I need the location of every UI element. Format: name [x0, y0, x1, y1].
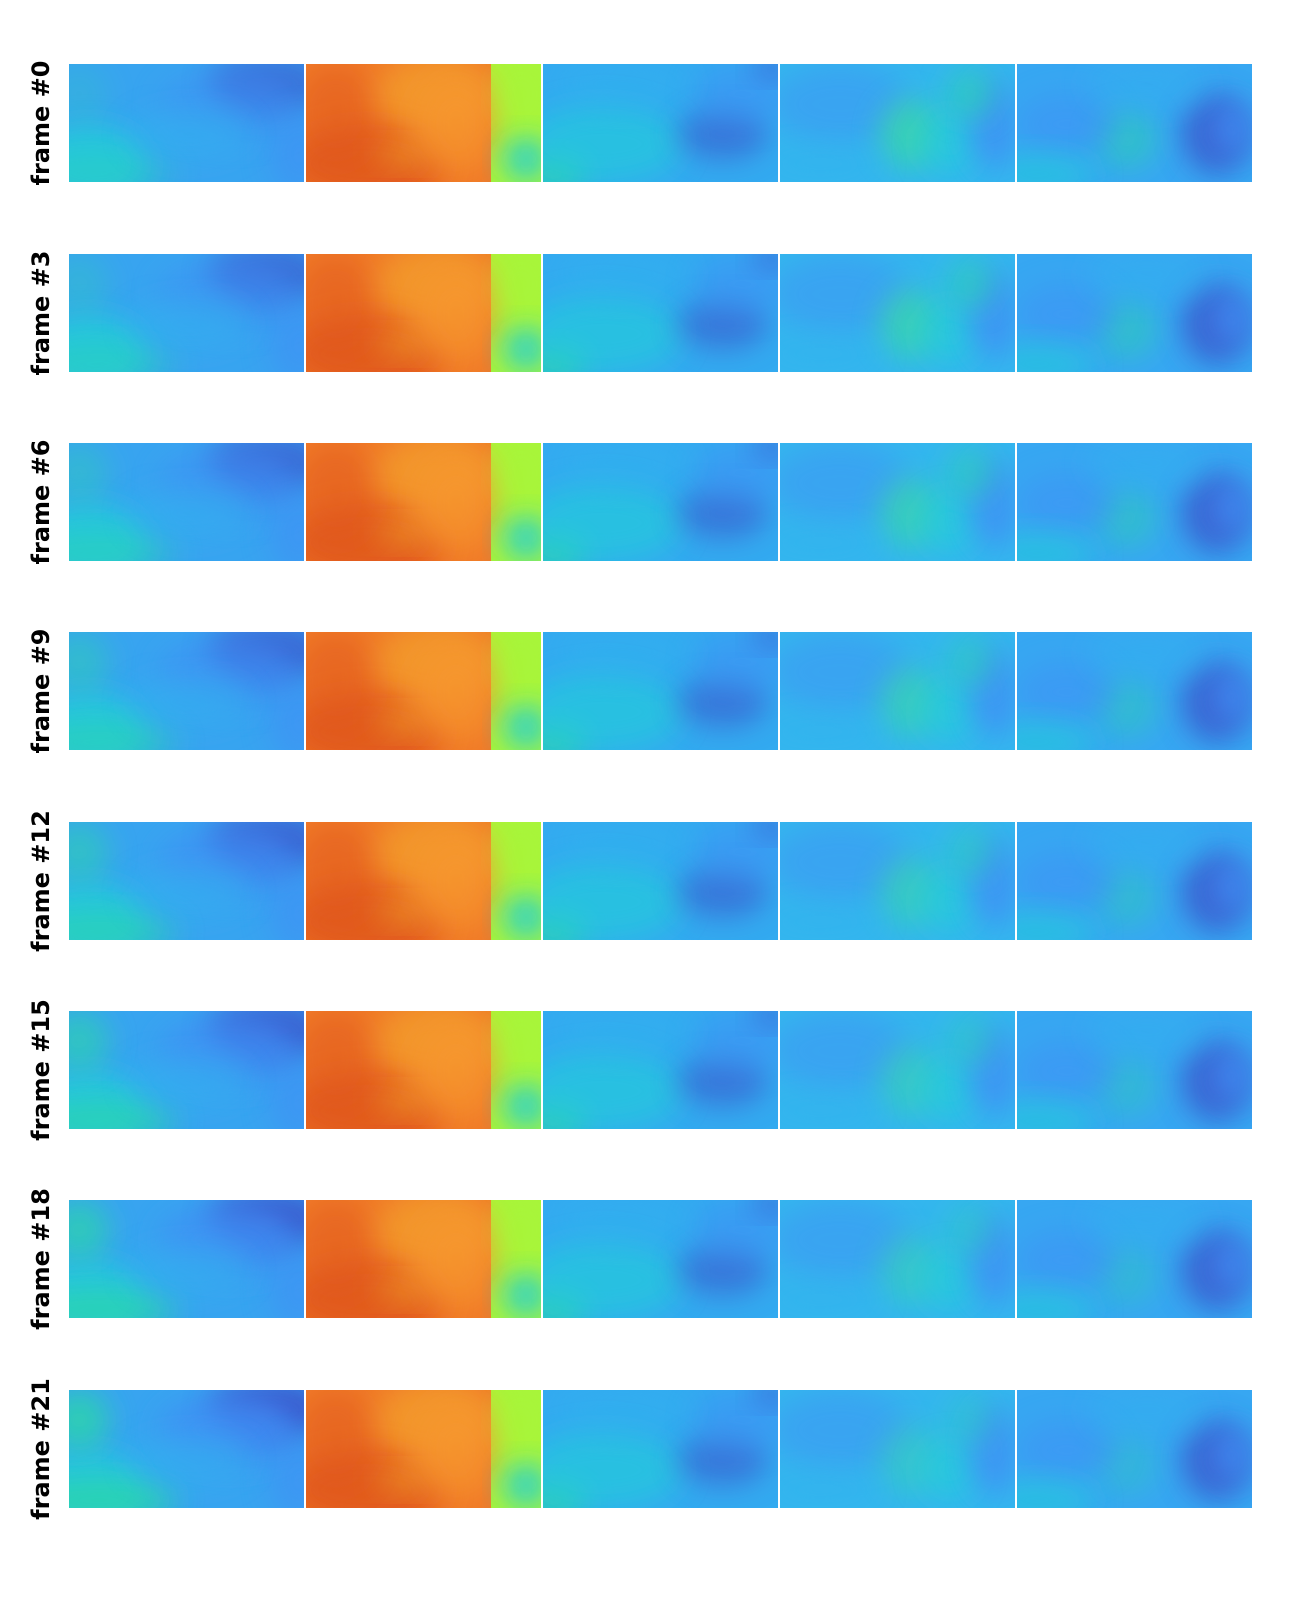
frame-label-text: frame #3	[27, 250, 55, 376]
frame-label: frame #21	[18, 1378, 64, 1520]
heatmap-panel-blue-mid	[543, 254, 778, 372]
frame-label: frame #6	[18, 440, 64, 565]
frame-row: frame #18	[0, 1188, 1300, 1330]
frame-row: frame #0	[0, 61, 1300, 186]
heatmap-panel-orange	[306, 64, 541, 182]
heatmap-panel-blue-left	[69, 822, 304, 940]
frame-row: frame #6	[0, 440, 1300, 565]
heatmap-panel-orange	[306, 632, 541, 750]
heatmap-panel-blue-left	[69, 1200, 304, 1318]
heatmap-panel-blue-loop	[1017, 822, 1252, 940]
heatmap-panel-blue-arc	[780, 254, 1015, 372]
heatmap-panel-blue-loop	[1017, 1390, 1252, 1508]
heatmap-panel-blue-mid	[543, 1390, 778, 1508]
frame-label: frame #15	[18, 999, 64, 1141]
heatmap-panel-blue-arc	[780, 632, 1015, 750]
heatmap-panel-blue-loop	[1017, 632, 1252, 750]
heatmap-panel-blue-arc	[780, 64, 1015, 182]
frame-label-text: frame #9	[27, 628, 55, 754]
heatmap-panel-blue-left	[69, 1011, 304, 1129]
heatmap-panel-blue-loop	[1017, 64, 1252, 182]
heatmap-panel-blue-arc	[780, 822, 1015, 940]
frame-label: frame #12	[18, 810, 64, 952]
frame-row: frame #15	[0, 999, 1300, 1141]
frame-row: frame #12	[0, 810, 1300, 952]
frame-row: frame #9	[0, 629, 1300, 754]
frame-label-text: frame #15	[27, 999, 55, 1141]
frame-label-text: frame #21	[27, 1378, 55, 1520]
heatmap-panel-blue-loop	[1017, 1200, 1252, 1318]
heatmap-panel-blue-left	[69, 1390, 304, 1508]
heatmap-panel-blue-arc	[780, 1390, 1015, 1508]
heatmap-panel-blue-arc	[780, 443, 1015, 561]
heatmap-panel-blue-left	[69, 443, 304, 561]
heatmap-panel-blue-mid	[543, 64, 778, 182]
heatmap-panel-blue-loop	[1017, 443, 1252, 561]
frame-label-text: frame #18	[27, 1188, 55, 1330]
heatmap-panel-blue-mid	[543, 822, 778, 940]
heatmap-panel-blue-mid	[543, 632, 778, 750]
heatmap-panel-blue-left	[69, 64, 304, 182]
heatmap-panel-blue-loop	[1017, 254, 1252, 372]
heatmap-panel-blue-loop	[1017, 1011, 1252, 1129]
heatmap-panel-blue-mid	[543, 1200, 778, 1318]
heatmap-panel-orange	[306, 1011, 541, 1129]
heatmap-panel-blue-arc	[780, 1200, 1015, 1318]
frame-label-text: frame #0	[27, 60, 55, 186]
heatmap-panel-blue-left	[69, 632, 304, 750]
heatmap-panel-blue-mid	[543, 1011, 778, 1129]
frame-row: frame #21	[0, 1378, 1300, 1520]
heatmap-panel-blue-arc	[780, 1011, 1015, 1129]
frame-label: frame #0	[18, 61, 64, 186]
frame-label: frame #3	[18, 251, 64, 376]
frame-label: frame #9	[18, 629, 64, 754]
heatmap-panel-orange	[306, 822, 541, 940]
frame-label-text: frame #6	[27, 439, 55, 565]
heatmap-panel-orange	[306, 443, 541, 561]
heatmap-panel-orange	[306, 1390, 541, 1508]
heatmap-panel-orange	[306, 254, 541, 372]
frame-label-text: frame #12	[27, 810, 55, 952]
heatmap-panel-blue-mid	[543, 443, 778, 561]
frame-row: frame #3	[0, 251, 1300, 376]
frame-label: frame #18	[18, 1188, 64, 1330]
heatmap-panel-orange	[306, 1200, 541, 1318]
heatmap-panel-blue-left	[69, 254, 304, 372]
